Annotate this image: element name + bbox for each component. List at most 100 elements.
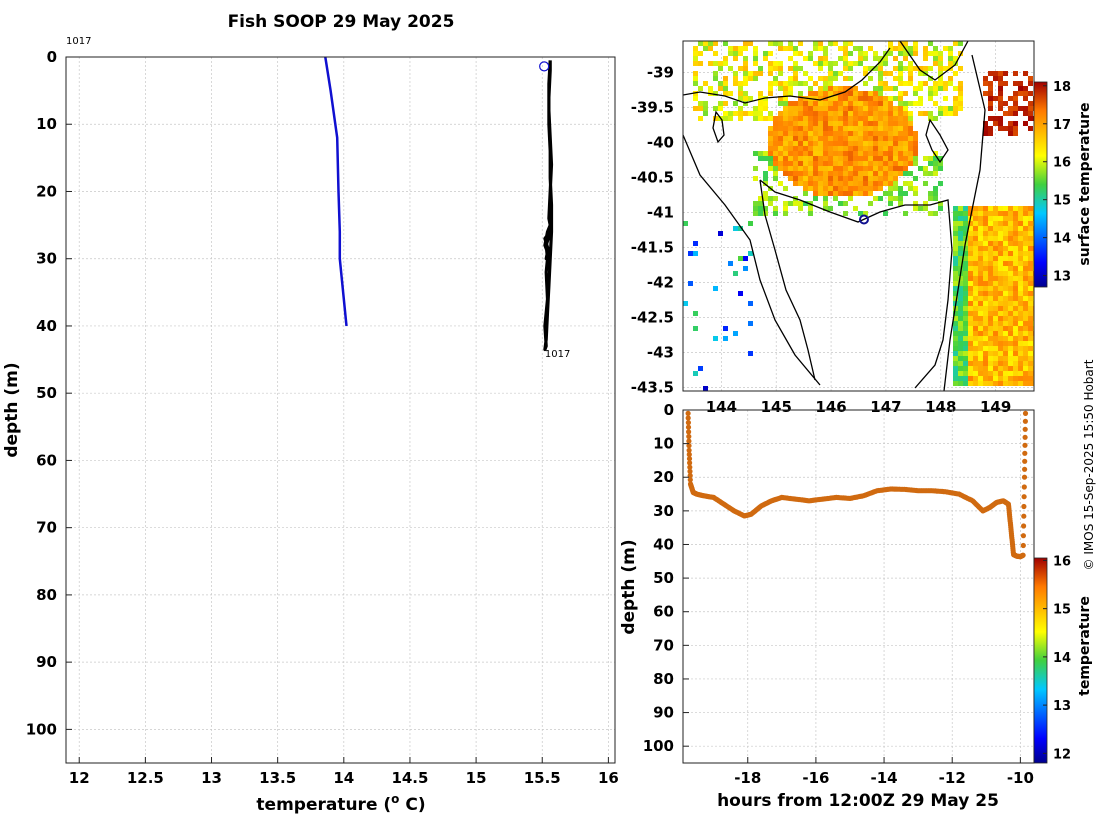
sst-pixel [798, 51, 803, 56]
sst-pixel [1028, 116, 1033, 121]
y-tick-label: 30 [653, 502, 674, 520]
sst-pixel [958, 211, 963, 216]
sst-pixel [1008, 321, 1013, 326]
sst-pixel [843, 86, 848, 91]
sst-pixel [993, 356, 998, 361]
sst-pixel [903, 116, 908, 121]
sst-pixel [828, 81, 833, 86]
sst-pixel [813, 196, 818, 201]
sst-pixel [948, 61, 953, 66]
sst-pixel [818, 61, 823, 66]
sst-pixel [853, 206, 858, 211]
sst-pixel [1013, 236, 1018, 241]
sst-pixel [723, 41, 728, 46]
sst-pixel [963, 331, 968, 336]
sst-pixel [983, 121, 988, 126]
sst-pixel [768, 166, 773, 171]
sst-pixel [863, 101, 868, 106]
sst-pixel [953, 376, 958, 381]
sst-pixel [768, 66, 773, 71]
colorbar-tick-label: 17 [1053, 118, 1071, 133]
sst-pixel [883, 101, 888, 106]
profile-x-label: temperature (o C) [256, 792, 425, 815]
sst-pixel [963, 206, 968, 211]
sst-pixel [783, 141, 788, 146]
sst-pixel [873, 96, 878, 101]
sst-pixel [1028, 251, 1033, 256]
sst-pixel [983, 206, 988, 211]
sst-pixel [783, 156, 788, 161]
sst-pixel [743, 76, 748, 81]
sst-pixel [1018, 81, 1023, 86]
sst-pixel [933, 46, 938, 51]
sst-pixel [998, 211, 1003, 216]
sst-pixel [983, 271, 988, 276]
sst-pixel [1028, 256, 1033, 261]
sst-pixel [1028, 356, 1033, 361]
sst-pixel [823, 171, 828, 176]
sst-pixel [978, 311, 983, 316]
sst-pixel [1008, 376, 1013, 381]
sst-pixel [758, 211, 763, 216]
sst-pixel [868, 76, 873, 81]
sst-pixel [758, 91, 763, 96]
sst-pixel [938, 51, 943, 56]
sst-pixel [788, 161, 793, 166]
sst-pixel [768, 126, 773, 131]
sst-pixel [1013, 321, 1018, 326]
sst-pixel [693, 241, 698, 246]
sst-pixel [823, 56, 828, 61]
sst-pixel [938, 86, 943, 91]
sst-pixel [828, 141, 833, 146]
sst-pixel [813, 151, 818, 156]
sst-pixel [728, 51, 733, 56]
sst-pixel [998, 306, 1003, 311]
sst-pixel [953, 271, 958, 276]
y-tick-label: 90 [653, 704, 674, 722]
sst-pixel [993, 371, 998, 376]
sst-pixel [963, 371, 968, 376]
sst-pixel [848, 191, 853, 196]
x-tick-label: -16 [802, 769, 829, 787]
sst-pixel [953, 216, 958, 221]
sst-pixel [848, 96, 853, 101]
sst-pixel [903, 66, 908, 71]
sst-pixel [903, 121, 908, 126]
sst-pixel [1003, 226, 1008, 231]
sst-pixel [1018, 226, 1023, 231]
sst-pixel [1008, 236, 1013, 241]
sst-pixel [1023, 331, 1028, 336]
sst-pixel [1018, 366, 1023, 371]
bathymetry-contour-west [683, 134, 821, 386]
sst-pixel [778, 161, 783, 166]
sst-pixel [768, 201, 773, 206]
colorbar-tick-label: 16 [1053, 554, 1071, 569]
sst-pixel [908, 101, 913, 106]
sst-pixel [968, 231, 973, 236]
sst-pixel [998, 311, 1003, 316]
sst-pixel [978, 326, 983, 331]
sst-pixel [783, 81, 788, 86]
sst-pixel [983, 76, 988, 81]
sst-pixel [793, 156, 798, 161]
sst-pixel [1018, 326, 1023, 331]
sst-pixel [793, 111, 798, 116]
sst-pixel [1013, 381, 1018, 386]
king-island [712, 110, 725, 144]
sst-pixel [758, 201, 763, 206]
sst-pixel [968, 266, 973, 271]
sst-pixel [793, 171, 798, 176]
x-tick-label: 144 [706, 398, 737, 416]
sst-pixel [1003, 266, 1008, 271]
sst-pixel [1018, 356, 1023, 361]
sst-pixel [773, 196, 778, 201]
y-tick-label: 60 [653, 603, 674, 621]
sst-pixel [1013, 246, 1018, 251]
sst-pixel [1008, 246, 1013, 251]
sst-pixel [838, 191, 843, 196]
sst-pixel [818, 171, 823, 176]
sst-pixel [963, 231, 968, 236]
sst-pixel [973, 246, 978, 251]
sst-pixel [898, 166, 903, 171]
sst-pixel [1018, 86, 1023, 91]
